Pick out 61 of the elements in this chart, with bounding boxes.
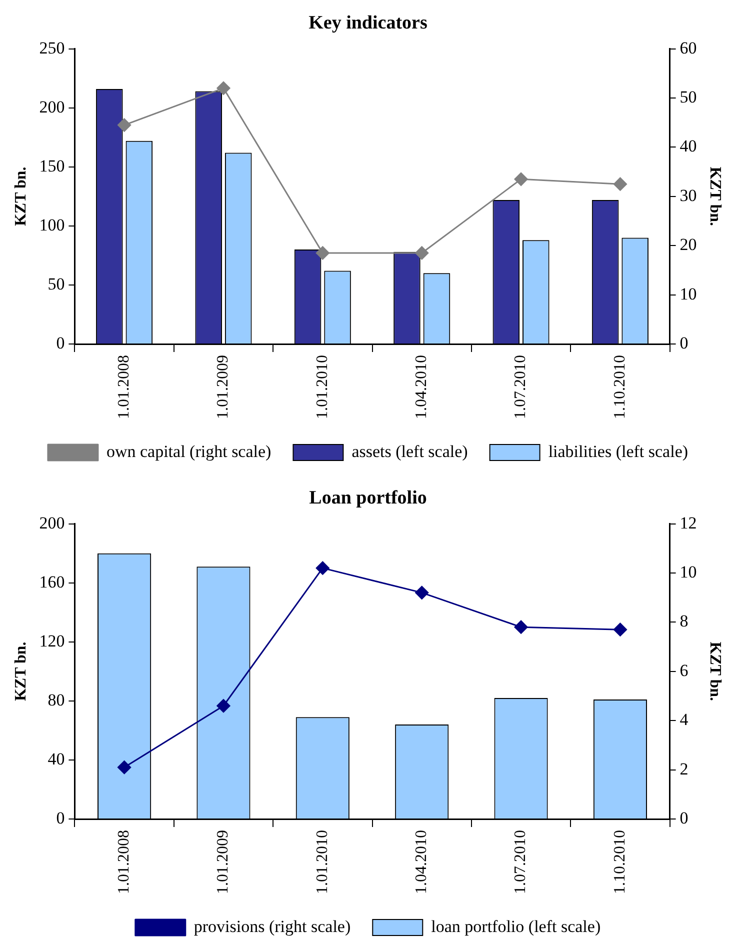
- point: [415, 586, 429, 600]
- legend-label: liabilities (left scale): [548, 442, 688, 461]
- y2-tick-label: 10: [680, 284, 697, 304]
- point: [415, 246, 429, 260]
- y-tick-label: 100: [39, 215, 65, 234]
- y-tick-label: 150: [39, 156, 65, 176]
- legend-label: loan portfolio (left scale): [431, 916, 601, 936]
- y2-tick-label: 10: [680, 562, 697, 582]
- y2-tick-label: 8: [680, 612, 688, 631]
- x-tick-label: 1.07.2010: [512, 355, 530, 419]
- point: [316, 246, 330, 260]
- y2-tick-label: 0: [680, 333, 688, 352]
- x-tick-label: 1.01.2008: [115, 830, 132, 894]
- y2-tick-label: 50: [680, 87, 697, 106]
- y-tick-label: 0: [56, 808, 65, 828]
- point: [613, 177, 627, 191]
- point: [118, 760, 132, 774]
- point: [216, 699, 230, 713]
- y2-tick-label: 30: [680, 186, 697, 205]
- y2-tick-label: 20: [680, 235, 697, 254]
- y2-tick-label: 12: [680, 513, 697, 532]
- y2-tick-label: 4: [680, 710, 689, 730]
- x-tick-label: 1.01.2010: [314, 355, 331, 419]
- y-tick-label: 0: [56, 333, 65, 352]
- x-tick-label: 1.01.2010: [314, 830, 331, 894]
- legend-label: own capital (right scale): [106, 442, 272, 461]
- x-tick-label: 1.01.2008: [115, 355, 132, 419]
- y-tick-label: 120: [39, 631, 65, 650]
- x-tick-label: 1.10.2010: [611, 830, 628, 894]
- x-tick-label: 1.10.2010: [611, 355, 628, 419]
- chart-title: Loan portfolio: [309, 487, 427, 508]
- y2-tick-label: 6: [680, 660, 688, 680]
- x-tick-label: 1.07.2010: [512, 830, 530, 894]
- x-tick-label: 1.01.2009: [214, 355, 232, 419]
- point: [216, 81, 230, 95]
- y-tick-label: 250: [39, 38, 65, 58]
- y2-tick-label: 0: [680, 808, 688, 828]
- legend-label: provisions (right scale): [194, 916, 351, 936]
- legend-label: assets (left scale): [352, 442, 468, 461]
- point: [613, 622, 627, 636]
- y2-tick-label: 60: [680, 38, 697, 58]
- x-tick-label: 1.01.2009: [214, 830, 232, 894]
- y2-tick-label: 2: [680, 759, 688, 778]
- y-axis-title: KZT bn.: [12, 166, 30, 226]
- y2-tick-label: 40: [680, 136, 697, 156]
- y-tick-label: 50: [48, 274, 65, 294]
- y-tick-label: 40: [48, 749, 65, 768]
- y-tick-label: 160: [39, 572, 65, 592]
- chart-title: Key indicators: [308, 12, 428, 34]
- y2-axis-title: KZT bn.: [706, 166, 724, 226]
- y2-axis-title: KZT bn.: [706, 642, 724, 702]
- y-axis-title: KZT bn.: [12, 642, 30, 702]
- point: [118, 118, 132, 132]
- y-tick-label: 200: [39, 513, 65, 532]
- x-tick-label: 1.04.2010: [413, 355, 430, 419]
- point: [514, 172, 528, 186]
- y-tick-label: 80: [48, 690, 65, 710]
- point: [514, 620, 528, 634]
- x-tick-label: 1.04.2010: [413, 830, 430, 894]
- point: [316, 561, 330, 575]
- y-tick-label: 200: [39, 97, 65, 116]
